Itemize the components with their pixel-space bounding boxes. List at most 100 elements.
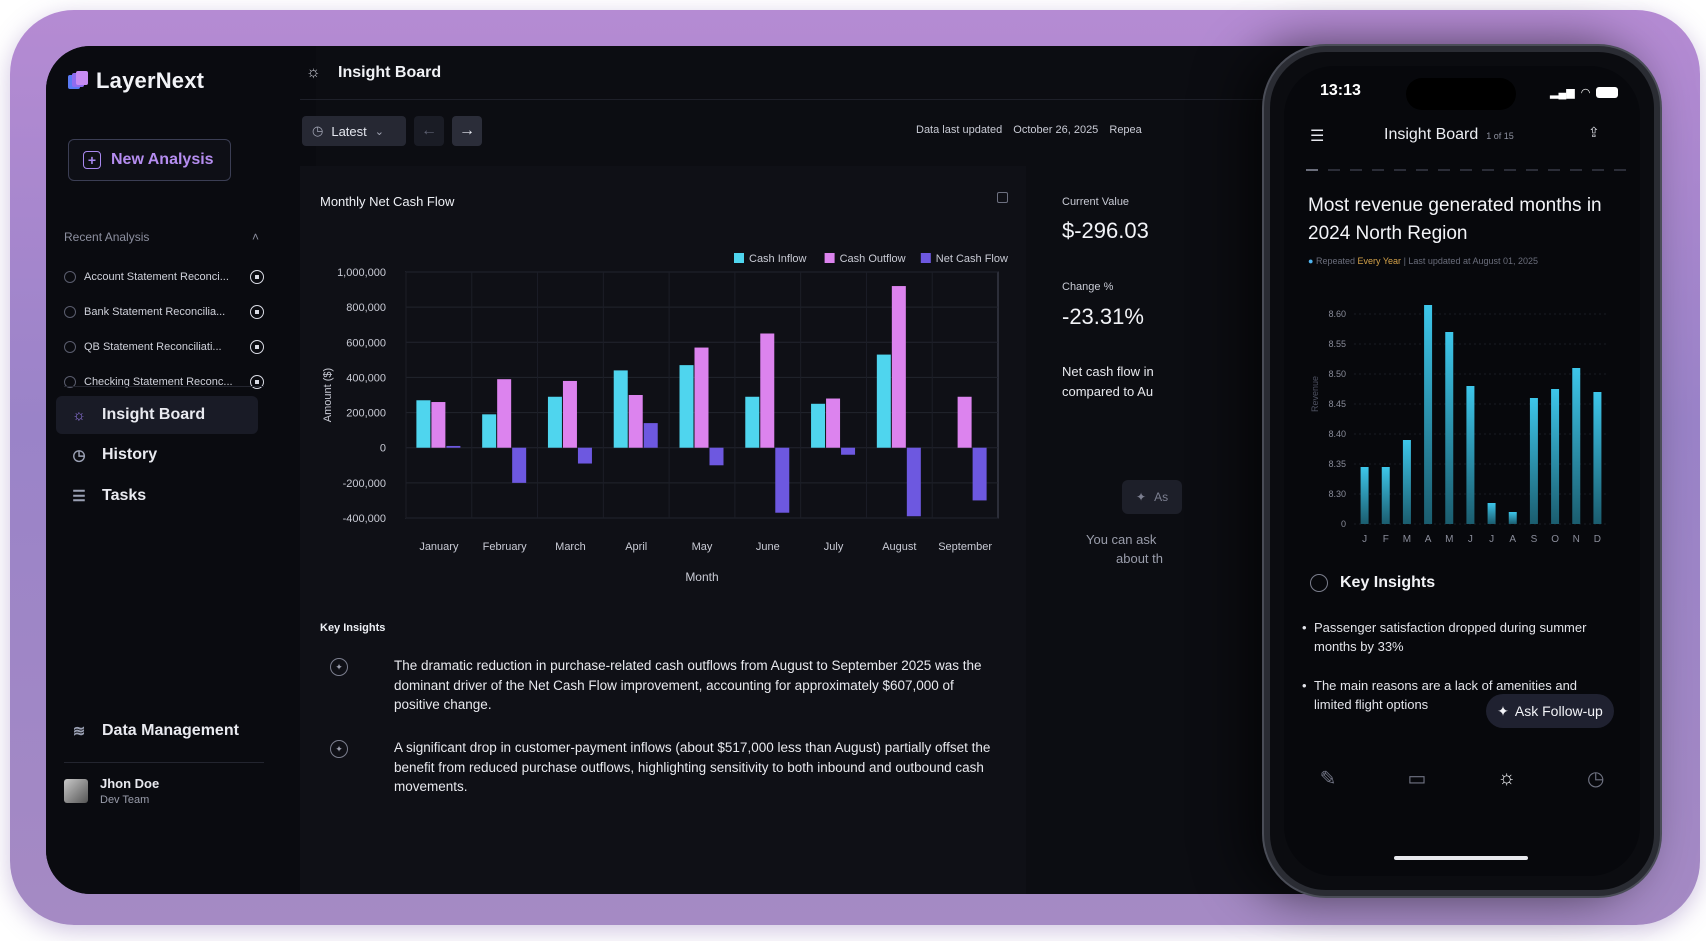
database-icon: ≋ — [72, 723, 86, 740]
version-select[interactable]: ◷ Latest ⌄ — [302, 116, 406, 146]
insight-icon — [1310, 574, 1328, 592]
insight-meta: ● Repeated Every Year | Last updated at … — [1308, 256, 1538, 266]
analysis-icon — [64, 340, 76, 353]
bar-net-cash-flow — [775, 447, 790, 513]
bar-net-cash-flow — [709, 447, 724, 466]
recent-analysis-header[interactable]: Recent Analysis ˄ — [64, 230, 259, 244]
revenue-bar — [1402, 440, 1411, 524]
revenue-bar — [1529, 398, 1538, 524]
y-tick-label: 600,000 — [346, 337, 386, 349]
recent-analysis-list: Account Statement Reconci... Bank Statem… — [64, 259, 264, 399]
tab-history-icon[interactable]: ◷ — [1586, 767, 1605, 790]
nav-data-management[interactable]: ≋ Data Management — [56, 712, 258, 750]
bar-cash-inflow — [679, 365, 694, 448]
updated-date: October 26, 2025 — [1013, 124, 1099, 136]
sidebar: LayerNext + New Analysis Recent Analysis… — [46, 46, 316, 894]
y-tick-label: 8.45 — [1328, 399, 1346, 409]
expand-icon[interactable] — [997, 192, 1008, 203]
x-axis-label: Month — [685, 570, 718, 584]
ask-follow-up-label: Ask Follow-up — [1514, 703, 1603, 719]
stop-icon[interactable] — [250, 339, 264, 354]
legend-label: Net Cash Flow — [936, 253, 1008, 265]
stats-panel: Current Value $-296.03 Change % -23.31% … — [1046, 166, 1246, 586]
change-label: Change % — [1062, 281, 1114, 293]
ask-hint-line1: You can ask — [1086, 532, 1157, 547]
y-tick-label: -400,000 — [343, 513, 386, 525]
nav-tasks[interactable]: ☰ Tasks — [56, 477, 258, 515]
ask-hint-line2: about th — [1116, 551, 1163, 566]
recent-item[interactable]: Checking Statement Reconc... — [64, 364, 264, 399]
tab-new-analysis-icon[interactable]: ✎ — [1319, 767, 1337, 790]
y-tick-label: 1,000,000 — [337, 267, 386, 279]
revenue-bar — [1572, 368, 1581, 524]
ask-button[interactable]: ✦ As — [1122, 480, 1182, 514]
x-tick-label: O — [1551, 534, 1559, 545]
x-tick-label: March — [555, 541, 586, 553]
analysis-icon — [64, 375, 76, 388]
bar-cash-inflow — [876, 354, 891, 448]
y-tick-label: 400,000 — [346, 372, 386, 384]
y-tick-label: 0 — [380, 443, 386, 455]
legend-swatch — [734, 253, 744, 263]
x-tick-label: A — [1509, 534, 1516, 545]
data-updated-info: Data last updated October 26, 2025 Repea — [916, 124, 1150, 136]
y-tick-label: 800,000 — [346, 302, 386, 314]
home-indicator — [1394, 856, 1528, 860]
arrow-left-icon: ← — [421, 122, 437, 139]
avatar — [64, 779, 88, 803]
stop-icon[interactable] — [250, 304, 264, 319]
user-profile[interactable]: Jhon Doe Dev Team — [64, 776, 159, 806]
x-tick-label: S — [1531, 534, 1538, 545]
revenue-chart: 8.60 8.55 8.50 8.45 8.40 8.35 8.30 0 J F M A M J J A S O N… — [1310, 305, 1608, 545]
recent-item[interactable]: Account Statement Reconci... — [64, 259, 264, 294]
nav-label: Insight Board — [102, 406, 206, 423]
chevron-down-icon: ⌄ — [374, 125, 384, 138]
stop-icon[interactable] — [250, 269, 264, 284]
nav-history[interactable]: ◷ History — [56, 436, 258, 474]
status-dot-icon: ● — [1308, 256, 1314, 266]
signal-icon: ▂▄▆ — [1550, 87, 1575, 99]
bar-cash-outflow — [694, 347, 709, 448]
user-team: Dev Team — [100, 794, 150, 806]
bar-net-cash-flow — [972, 447, 987, 501]
revenue-bar — [1424, 305, 1433, 524]
x-tick-label: J — [1362, 534, 1367, 545]
revenue-bar — [1466, 386, 1475, 524]
phone-screen: 13:13 ▂▄▆ ◠ ☰ Insight Board 1 of 15 ⇪ Mos… — [1284, 66, 1640, 876]
nav-label: Data Management — [102, 722, 239, 739]
y-tick-label: -200,000 — [343, 478, 386, 490]
user-name: Jhon Doe — [100, 776, 160, 791]
insight-text: The dramatic reduction in purchase-relat… — [394, 658, 982, 712]
sparkle-icon: ✦ — [1136, 490, 1147, 504]
change-value: -23.31% — [1062, 304, 1144, 329]
x-tick-label: F — [1383, 534, 1389, 545]
new-analysis-button[interactable]: + New Analysis — [68, 139, 231, 181]
phone-tab-bar: ✎ ▭ ☼ ◷ — [1284, 748, 1640, 808]
bar-net-cash-flow — [512, 447, 527, 483]
meta-every: Every Year — [1357, 256, 1402, 266]
ask-follow-up-button[interactable]: ✦ Ask Follow-up — [1486, 694, 1614, 728]
next-button[interactable]: → — [452, 116, 482, 146]
x-tick-label: September — [938, 541, 992, 553]
recent-item[interactable]: Bank Statement Reconcilia... — [64, 294, 264, 329]
bar-cash-inflow — [547, 396, 562, 448]
insight-text: A significant drop in customer-payment i… — [394, 740, 991, 794]
nav-insight-board[interactable]: ☼ Insight Board — [56, 396, 258, 434]
menu-icon[interactable]: ☰ — [1310, 128, 1325, 145]
x-tick-label: D — [1594, 534, 1601, 545]
recent-item-label: Checking Statement Reconc... — [84, 375, 233, 388]
previous-button[interactable]: ← — [414, 116, 444, 146]
logo-text: LayerNext — [96, 68, 205, 93]
bar-cash-outflow — [891, 286, 906, 448]
share-icon[interactable]: ⇪ — [1588, 124, 1600, 140]
recent-item-label: Bank Statement Reconcilia... — [84, 305, 226, 318]
recent-item[interactable]: QB Statement Reconciliati... — [64, 329, 264, 364]
nav-label: History — [102, 446, 158, 463]
stop-icon[interactable] — [250, 374, 264, 389]
dynamic-island — [1406, 78, 1516, 110]
divider — [64, 386, 264, 387]
x-tick-label: A — [1425, 534, 1432, 545]
tab-insight-board-icon[interactable]: ☼ — [1497, 766, 1516, 789]
tab-tasks-icon[interactable]: ▭ — [1407, 767, 1427, 790]
revenue-bar — [1508, 512, 1517, 524]
